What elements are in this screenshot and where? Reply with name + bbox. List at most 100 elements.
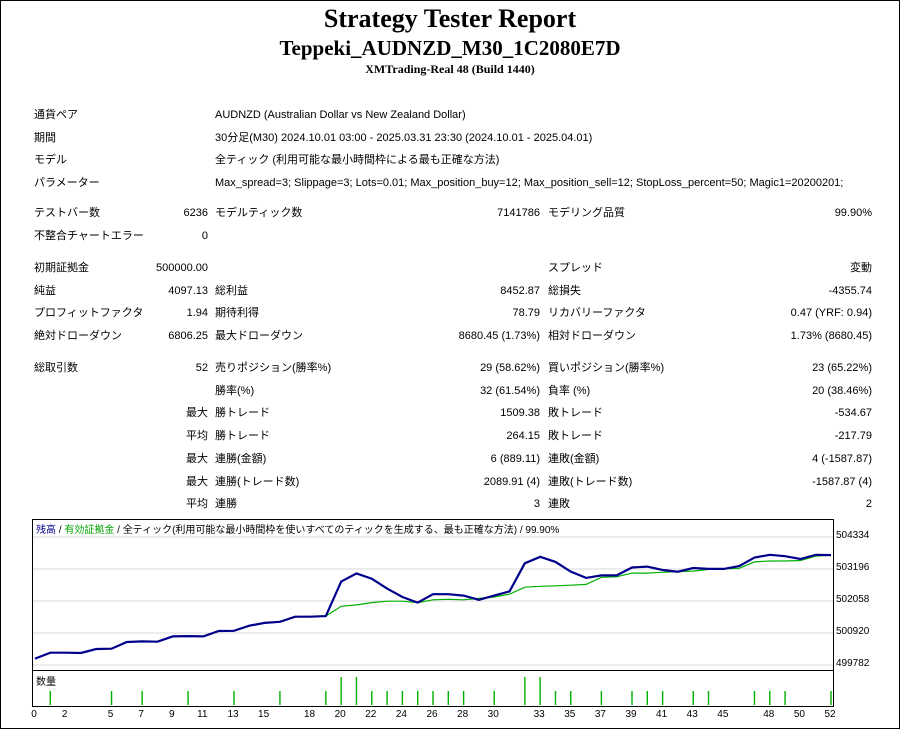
spread-label: スプレッド bbox=[548, 262, 603, 274]
cons-profit-label: 連勝(トレード数) bbox=[215, 476, 300, 488]
x-tick-label: 7 bbox=[138, 709, 144, 720]
short-label: 売りポジション(勝率%) bbox=[215, 362, 332, 374]
abs-dd-value: 6806.25 bbox=[168, 330, 208, 342]
y-tick-label: 502058 bbox=[836, 594, 870, 605]
ticks-label: モデルティック数 bbox=[215, 207, 303, 219]
long-value: 23 (65.22%) bbox=[812, 362, 872, 374]
pair-label: 通貨ペア bbox=[34, 109, 78, 121]
chart-legend: 残高 / 有効証拠金 / 全ティック(利用可能な最小時間枠を使いすべてのティック… bbox=[36, 521, 559, 536]
legend-sep-2: / bbox=[114, 525, 123, 536]
quality-value: 99.90% bbox=[834, 207, 872, 219]
max-win-value: 1509.38 bbox=[500, 407, 540, 419]
avg-cons-losses-value: 2 bbox=[865, 498, 872, 510]
volume-chart-svg bbox=[49, 677, 832, 705]
avg-cons-wins-value: 3 bbox=[533, 498, 540, 510]
errors-value: 0 bbox=[201, 230, 208, 242]
x-tick-label: 24 bbox=[395, 709, 407, 720]
equity-line bbox=[34, 554, 832, 660]
expected-label: 期待利得 bbox=[215, 307, 259, 319]
trades-value: 52 bbox=[195, 362, 208, 374]
params-value: Max_spread=3; Slippage=3; Lots=0.01; Max… bbox=[215, 177, 844, 189]
gross-profit-label: 総利益 bbox=[215, 285, 248, 297]
avg-label-1: 平均 bbox=[186, 430, 208, 442]
bars-value: 6236 bbox=[183, 207, 208, 219]
model-value: 全ティック (利用可能な最小時間枠による最も正確な方法) bbox=[215, 154, 500, 166]
y-tick-label: 500920 bbox=[836, 626, 870, 637]
legend-sep-1: / bbox=[56, 525, 65, 536]
x-tick-label: 48 bbox=[763, 709, 775, 720]
bars-label: テストバー数 bbox=[34, 207, 100, 219]
x-tick-label: 39 bbox=[625, 709, 637, 720]
short-value: 29 (58.62%) bbox=[480, 362, 540, 374]
expected-value: 78.79 bbox=[512, 307, 540, 319]
x-tick-label: 2 bbox=[61, 709, 68, 720]
errors-label: 不整合チャートエラー bbox=[34, 230, 144, 242]
legend-model: 全ティック(利用可能な最小時間枠を使いすべてのティックを生成する、最も正確な方法… bbox=[122, 525, 518, 536]
avg-cons-losses-label: 連敗 bbox=[548, 498, 570, 510]
net-label: 純益 bbox=[34, 285, 56, 297]
deposit-value: 500000.00 bbox=[156, 262, 208, 274]
trades-label: 総取引数 bbox=[34, 362, 78, 374]
max-label-3: 最大 bbox=[186, 476, 208, 488]
balance-chart-svg bbox=[33, 536, 833, 666]
x-tick-label: 50 bbox=[793, 709, 805, 720]
report-title: Strategy Tester Report bbox=[323, 4, 577, 33]
balance-line bbox=[34, 553, 832, 660]
avg-loss-value: -217.79 bbox=[834, 430, 872, 442]
x-tick-label: 28 bbox=[457, 709, 469, 720]
y-tick-label: 504334 bbox=[836, 530, 870, 541]
max-win-label: 勝トレード bbox=[215, 407, 270, 419]
cons-loss-label: 連敗(トレード数) bbox=[548, 476, 633, 488]
loss-rate-value: 20 (38.46%) bbox=[812, 385, 872, 397]
max-label-2: 最大 bbox=[186, 453, 208, 465]
cons-profit-value: 2089.91 (4) bbox=[483, 476, 540, 488]
abs-dd-label: 絶対ドローダウン bbox=[34, 330, 122, 342]
spread-value: 変動 bbox=[850, 262, 872, 274]
gross-profit-value: 8452.87 bbox=[500, 285, 540, 297]
win-rate-value: 32 (61.54%) bbox=[480, 385, 540, 397]
cons-losses-amt-label: 連敗(金額) bbox=[548, 453, 600, 465]
x-tick-label: 30 bbox=[487, 709, 499, 720]
rel-dd-label: 相対ドローダウン bbox=[548, 330, 636, 342]
server-build: XMTrading-Real 48 (Build 1440) bbox=[365, 62, 535, 76]
x-tick-label: 0 bbox=[31, 709, 37, 720]
rel-dd-value: 1.73% (8680.45) bbox=[790, 330, 872, 342]
gross-loss-value: -4355.74 bbox=[828, 285, 872, 297]
max-loss-value: -534.67 bbox=[834, 407, 872, 419]
max-loss-label: 敗トレード bbox=[548, 407, 603, 419]
avg-loss-label: 敗トレード bbox=[548, 430, 603, 442]
x-tick-label: 5 bbox=[107, 709, 114, 720]
y-tick-label: 503196 bbox=[836, 562, 870, 573]
x-tick-label: 45 bbox=[717, 709, 729, 720]
period-value: 30分足(M30) 2024.10.01 03:00 - 2025.03.31 … bbox=[215, 132, 593, 144]
balance-chart bbox=[32, 519, 834, 671]
pf-value: 1.94 bbox=[186, 307, 208, 319]
cons-losses-amt-value: 4 (-1587.87) bbox=[812, 453, 872, 465]
ea-name: Teppeki_AUDNZD_M30_1C2080E7D bbox=[279, 36, 621, 60]
avg-win-value: 264.15 bbox=[506, 430, 540, 442]
gross-loss-label: 総損失 bbox=[548, 285, 581, 297]
cons-wins-amt-label: 連勝(金額) bbox=[215, 453, 267, 465]
x-tick-label: 9 bbox=[168, 709, 175, 720]
volume-chart bbox=[32, 670, 834, 707]
avg-cons-wins-label: 連勝 bbox=[215, 498, 237, 510]
model-label: モデル bbox=[34, 154, 67, 166]
volume-label: 数量 bbox=[36, 677, 56, 688]
x-tick-label: 43 bbox=[686, 709, 698, 720]
pair-value: AUDNZD (Australian Dollar vs New Zealand… bbox=[215, 109, 466, 121]
net-value: 4097.13 bbox=[168, 285, 208, 297]
x-tick-label: 11 bbox=[197, 709, 208, 720]
x-tick-label: 15 bbox=[258, 709, 270, 720]
long-label: 買いポジション(勝率%) bbox=[548, 362, 665, 374]
cons-wins-amt-value: 6 (889.11) bbox=[490, 453, 540, 465]
avg-win-label: 勝トレード bbox=[215, 430, 270, 442]
legend-quality: / 99.90% bbox=[517, 525, 560, 536]
legend-balance: 残高 bbox=[36, 525, 56, 536]
ticks-value: 7141786 bbox=[497, 207, 540, 219]
x-tick-label: 13 bbox=[227, 709, 239, 720]
legend-equity: 有効証拠金 bbox=[64, 525, 115, 536]
x-tick-label: 37 bbox=[594, 709, 606, 720]
win-rate-label: 勝率(%) bbox=[215, 385, 255, 397]
x-tick-label: 22 bbox=[365, 709, 377, 720]
x-tick-label: 18 bbox=[303, 709, 316, 720]
